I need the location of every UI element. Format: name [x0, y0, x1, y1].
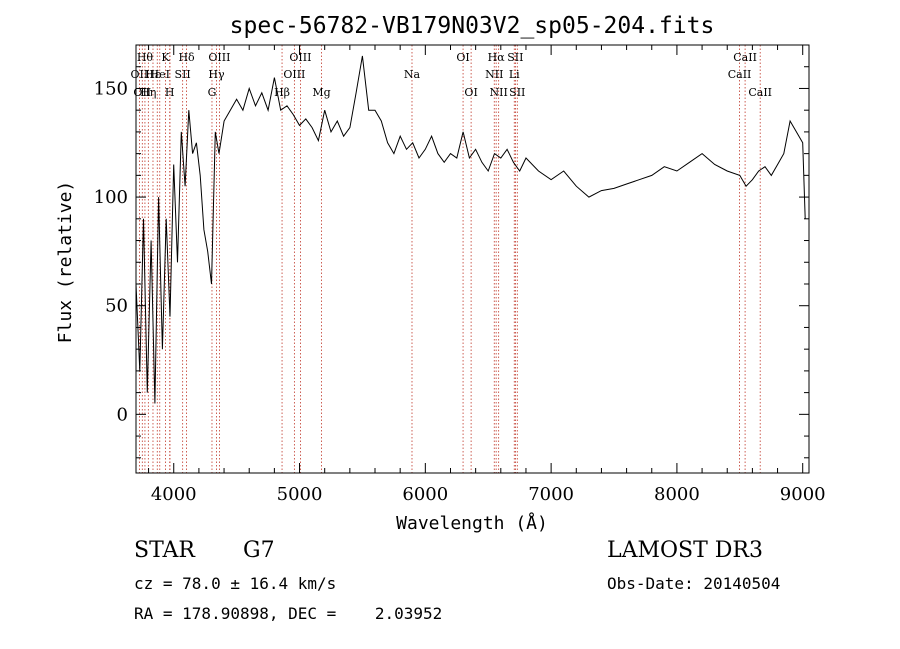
spectral-line-label: HeI: [150, 68, 170, 81]
spectral-line-label: SII: [507, 51, 523, 64]
x-tick-label: 5000: [277, 484, 323, 505]
spectral-line-label: CaII: [748, 86, 772, 99]
spectral-line-label: CaII: [733, 51, 757, 64]
spectral-line-label: K: [161, 51, 170, 64]
redshift-velocity: cz = 78.0 ± 16.4 km/s: [134, 574, 337, 593]
spectral-line-label: OI: [456, 51, 469, 64]
plot-frame: [135, 44, 810, 474]
x-axis-ticks: 4000 5000 6000 7000 8000 9000: [148, 45, 826, 505]
spectral-line-label: Hγ: [208, 68, 225, 81]
x-axis-label: Wavelength (Å): [396, 512, 548, 534]
x-tick-label: 7000: [528, 484, 574, 505]
spectral-line-markers: [138, 45, 761, 473]
spectral-line-label: Mg: [312, 86, 330, 99]
spectral-line-label: Hη: [140, 86, 156, 99]
x-tick-label: 6000: [402, 484, 448, 505]
spectral-line-label: NII: [485, 68, 503, 81]
y-tick-label: 150: [94, 78, 128, 99]
spectral-line-label: OIII: [208, 51, 230, 64]
spectral-line-label: OIII: [289, 51, 311, 64]
x-tick-label: 9000: [780, 484, 826, 505]
y-tick-label: 0: [117, 404, 128, 425]
spectral-line-label: OIII: [283, 68, 305, 81]
spectral-line-label: G: [208, 86, 217, 99]
spectral-line-label: Li: [509, 68, 520, 81]
spectral-line-label: CaII: [728, 68, 752, 81]
spectral-line-label: OI: [464, 86, 477, 99]
spectral-line-label: Hδ: [178, 51, 195, 64]
x-tick-label: 8000: [654, 484, 700, 505]
spectral-line-label: Hα: [488, 51, 506, 64]
y-tick-label: 50: [105, 296, 128, 317]
object-class: STAR: [134, 538, 195, 563]
survey-name: LAMOST DR3: [607, 538, 763, 563]
spectral-line-label: H: [165, 86, 175, 99]
chart-title: spec-56782-VB179N03V2_sp05-204.fits: [230, 13, 715, 39]
y-axis-ticks: 0 50 100 150: [94, 66, 809, 459]
object-subclass: G7: [243, 538, 275, 563]
coordinates: RA = 178.90898, DEC = 2.03952: [134, 604, 443, 623]
spectral-line-label: SII: [509, 86, 525, 99]
spectral-line-label: Na: [404, 68, 421, 81]
spectral-line-label: Hθ: [137, 51, 154, 64]
spectral-line-label: SII: [175, 68, 191, 81]
spectral-line-label: NII: [490, 86, 508, 99]
spectral-line-label: OII: [133, 86, 151, 99]
observation-date: Obs-Date: 20140504: [607, 574, 781, 593]
spectral-line-label: OII: [131, 68, 149, 81]
spectrum-series-line: [135, 55, 806, 404]
spectral-line-labels: OIIOIIHθHηHεHeIKHSIIHδGHγOIIIHβOIIIOIIIM…: [131, 51, 772, 99]
x-tick-label: 4000: [151, 484, 197, 505]
y-axis-label: Flux (relative): [55, 181, 76, 344]
y-tick-label: 100: [94, 187, 128, 208]
spectral-line-label: Hε: [145, 68, 161, 81]
